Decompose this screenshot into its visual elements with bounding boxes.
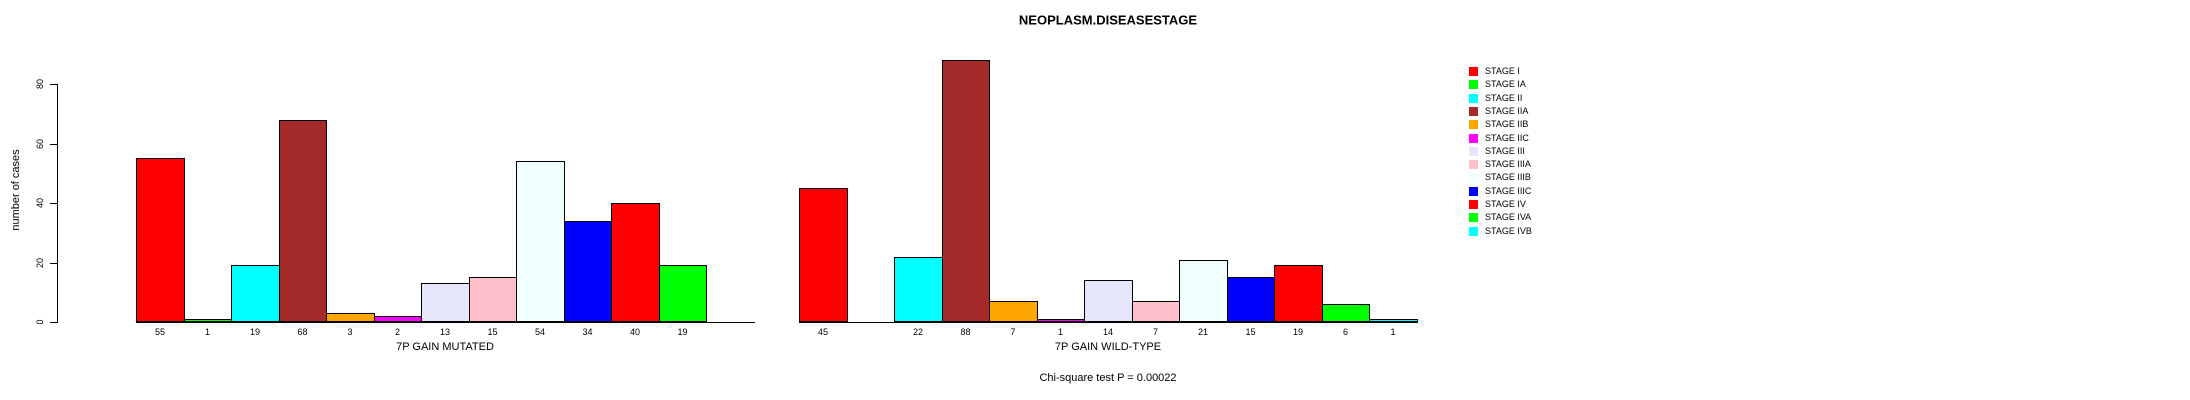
bar <box>1274 265 1323 322</box>
legend-label: STAGE IIA <box>1485 106 1529 116</box>
bar <box>1179 260 1228 322</box>
bar-value-label: 40 <box>629 327 640 337</box>
bar-value-label: 1 <box>1057 327 1063 337</box>
legend-label: STAGE III <box>1485 146 1525 156</box>
bar-value-label: 6 <box>1342 327 1348 337</box>
y-tick-mark <box>50 84 57 85</box>
bar-value-label: 54 <box>534 327 545 337</box>
y-tick-mark <box>50 322 57 323</box>
bar <box>231 265 280 322</box>
figure-title: NEOPLASM.DISEASESTAGE <box>1018 12 1198 28</box>
bar <box>894 257 943 322</box>
bar-value-label: 1 <box>204 327 210 337</box>
bar <box>989 301 1038 322</box>
bar-value-label: 55 <box>154 327 165 337</box>
bar <box>326 313 375 322</box>
legend-swatch <box>1469 200 1478 209</box>
bar <box>469 277 517 322</box>
legend-swatch <box>1469 134 1478 143</box>
bar <box>564 221 612 322</box>
bar-value-label: 7 <box>1152 327 1158 337</box>
y-tick-mark <box>50 203 57 204</box>
legend-swatch <box>1469 187 1478 196</box>
legend-swatch <box>1469 107 1478 116</box>
bar-value-label: 68 <box>297 327 308 337</box>
y-tick-label: 60 <box>35 138 45 150</box>
y-tick-mark <box>50 144 57 145</box>
legend-label: STAGE II <box>1485 93 1523 103</box>
bar-value-label: 88 <box>960 327 971 337</box>
y-tick-label: 20 <box>35 257 45 269</box>
bar <box>374 316 422 322</box>
bar-value-label: 21 <box>1197 327 1208 337</box>
bar-value-label: 19 <box>249 327 260 337</box>
x-axis-line <box>136 322 755 323</box>
bar-value-label: 13 <box>439 327 450 337</box>
x-axis-label: 7P GAIN WILD-TYPE <box>1054 341 1162 353</box>
bar <box>516 161 565 322</box>
bar <box>1084 280 1133 322</box>
bar <box>184 319 232 322</box>
bar <box>942 60 990 322</box>
legend-label: STAGE IIB <box>1485 119 1529 129</box>
bar-value-label: 45 <box>817 327 828 337</box>
y-tick-label: 80 <box>35 78 45 90</box>
bar-value-label: 14 <box>1102 327 1113 337</box>
bar-value-label: 7 <box>1010 327 1016 337</box>
bar <box>136 158 185 322</box>
bar <box>799 188 848 322</box>
legend-swatch <box>1469 213 1478 222</box>
legend-label: STAGE IV <box>1485 199 1526 209</box>
y-tick-label: 0 <box>35 319 45 325</box>
x-axis-line <box>799 322 1418 323</box>
bar-value-label: 1 <box>1390 327 1396 337</box>
legend-label: STAGE IIIC <box>1485 186 1532 196</box>
bar <box>1132 301 1180 322</box>
bar <box>1369 319 1418 322</box>
bar-value-label: 34 <box>582 327 593 337</box>
bar-value-label: 15 <box>487 327 498 337</box>
bar <box>1227 277 1275 322</box>
x-axis-label: 7P GAIN MUTATED <box>396 341 494 353</box>
bar <box>1322 304 1370 322</box>
legend-label: STAGE IIC <box>1485 133 1529 143</box>
bar-value-label: 2 <box>394 327 400 337</box>
legend-label: STAGE IIIB <box>1485 172 1531 182</box>
legend-swatch <box>1469 80 1478 89</box>
legend-swatch <box>1469 67 1478 76</box>
legend-label: STAGE IA <box>1485 79 1526 89</box>
bar <box>421 283 470 322</box>
legend-swatch <box>1469 160 1478 169</box>
legend-swatch <box>1469 94 1478 103</box>
y-tick-mark <box>50 263 57 264</box>
legend-label: STAGE I <box>1485 66 1520 76</box>
legend-swatch <box>1469 227 1478 236</box>
bar-value-label: 22 <box>912 327 923 337</box>
legend-label: STAGE IVB <box>1485 226 1532 236</box>
chi-square-note: Chi-square test P = 0.00022 <box>1039 372 1177 384</box>
bar-value-label: 3 <box>347 327 353 337</box>
legend-label: STAGE IVA <box>1485 212 1532 222</box>
legend-swatch <box>1469 120 1478 129</box>
bar <box>611 203 660 322</box>
y-tick-label: 40 <box>35 197 45 209</box>
legend-swatch <box>1469 147 1478 156</box>
legend-swatch <box>1469 173 1478 182</box>
bar-value-label: 19 <box>677 327 688 337</box>
bar <box>659 265 707 322</box>
legend-label: STAGE IIIA <box>1485 159 1531 169</box>
bar-value-label: 15 <box>1245 327 1256 337</box>
bar <box>279 120 327 322</box>
bar <box>1037 319 1085 322</box>
y-axis-label: number of cases <box>10 149 22 231</box>
y-axis-line <box>57 84 58 323</box>
bar-value-label: 19 <box>1292 327 1303 337</box>
